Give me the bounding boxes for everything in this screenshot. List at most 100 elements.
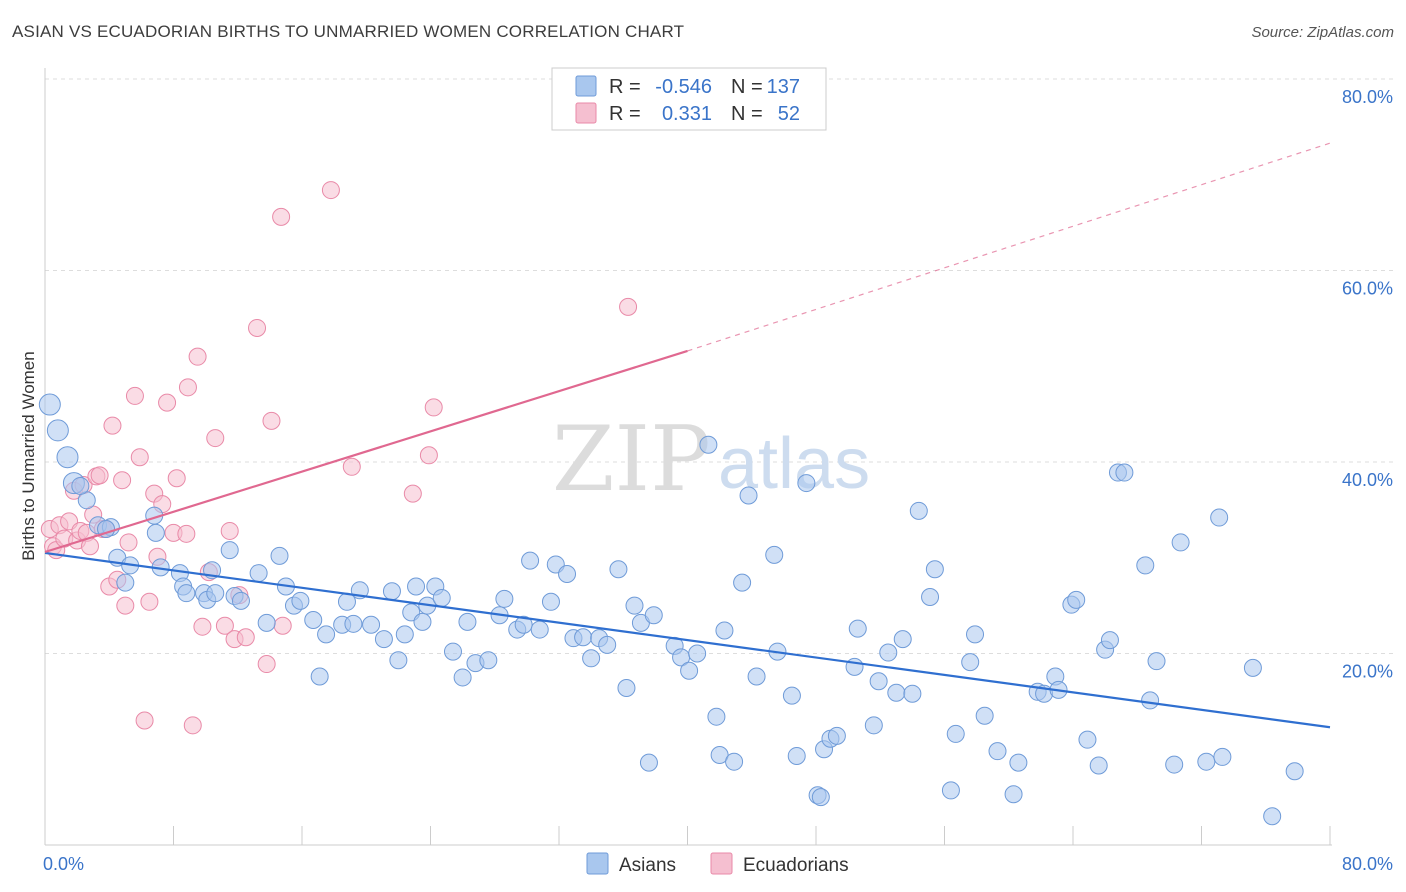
asian-point: [765, 545, 784, 564]
ecuadorian-point: [135, 711, 154, 730]
ecuadorian-point: [178, 378, 197, 397]
ecuadorians-trend-line: [44, 349, 688, 554]
asian-point: [71, 476, 90, 495]
asian-point: [725, 752, 744, 771]
asian-point: [1243, 658, 1262, 677]
ecuadorian-point: [424, 398, 443, 417]
legend-n-label-asians: N =: [731, 76, 763, 98]
asian-point: [782, 686, 801, 705]
asian-point: [1210, 508, 1229, 527]
asian-point: [925, 560, 944, 579]
y-tick-label: 60.0%: [1342, 279, 1393, 299]
asian-point: [988, 742, 1007, 761]
asian-point: [617, 678, 636, 697]
asian-point: [495, 589, 514, 608]
asian-point: [966, 625, 985, 644]
asian-point: [707, 707, 726, 726]
asians-points: [38, 393, 1304, 826]
asian-point: [344, 614, 363, 633]
series-legend: Asians Ecuadorians: [586, 852, 849, 876]
x-tick-label: 0.0%: [43, 854, 84, 874]
ecuadorian-point: [193, 617, 212, 636]
asian-point: [458, 612, 477, 631]
y-axis-label: Births to Unmarried Women: [19, 351, 38, 560]
asian-point: [787, 746, 806, 765]
asian-point: [739, 486, 758, 505]
ecuadorian-point: [215, 616, 234, 635]
axes-layer: [44, 68, 1332, 846]
asian-point: [893, 630, 912, 649]
asian-point: [688, 644, 707, 663]
asian-point: [220, 541, 239, 560]
asian-point: [362, 615, 381, 634]
ecuadorian-point: [188, 347, 207, 366]
ecuadorian-point: [403, 484, 422, 503]
asian-point: [574, 628, 593, 647]
asian-point: [1213, 747, 1232, 766]
asian-point: [1078, 730, 1097, 749]
ecuadorian-point: [206, 429, 225, 448]
asian-point: [1263, 807, 1282, 826]
y-tick-label: 20.0%: [1342, 662, 1393, 682]
ecuadorian-point: [103, 416, 122, 435]
asian-point: [407, 577, 426, 596]
series-legend-swatch-ecuadorians: [710, 852, 733, 875]
asian-point: [56, 446, 79, 469]
ecuadorian-point: [90, 466, 109, 485]
asian-point: [374, 630, 393, 649]
asian-point: [879, 643, 898, 662]
asian-point: [317, 625, 336, 644]
ecuadorian-point: [125, 386, 144, 405]
asian-point: [598, 635, 617, 654]
tick-labels: 20.0% 40.0% 60.0% 80.0% 0.0% 80.0%: [43, 87, 1393, 874]
ecuadorian-point: [113, 471, 132, 490]
asian-point: [558, 565, 577, 584]
asian-point: [625, 596, 644, 615]
y-tick-label: 40.0%: [1342, 470, 1393, 490]
asian-point: [206, 584, 225, 603]
ecuadorian-point: [419, 446, 438, 465]
asian-point: [811, 788, 830, 807]
legend-r-value-ecuadorians: 0.331: [662, 103, 712, 125]
asians-trend-line: [44, 551, 1331, 729]
asian-point: [1100, 631, 1119, 650]
asian-point: [1197, 752, 1216, 771]
asian-point: [827, 726, 846, 745]
chart-title: ASIAN VS ECUADORIAN BIRTHS TO UNMARRIED …: [12, 22, 685, 41]
legend-n-label-ecuadorians: N =: [731, 103, 763, 125]
asian-point: [1136, 556, 1155, 575]
asian-point: [909, 501, 928, 520]
asian-point: [270, 546, 289, 565]
ecuadorian-point: [158, 393, 177, 412]
ecuadorian-point: [321, 181, 340, 200]
asian-point: [249, 564, 268, 583]
asian-point: [453, 668, 472, 687]
source-label: Source: ZipAtlas.com: [1251, 24, 1394, 41]
legend-r-value-asians: -0.546: [655, 76, 712, 98]
asian-point: [382, 582, 401, 601]
asian-point: [639, 753, 658, 772]
asian-point: [443, 642, 462, 661]
asian-point: [733, 573, 752, 592]
asian-point: [1067, 590, 1086, 609]
asian-point: [582, 649, 601, 668]
series-legend-label-asians: Asians: [619, 855, 676, 876]
series-legend-swatch-asians: [586, 852, 609, 875]
asian-point: [961, 653, 980, 672]
correlation-legend: R = -0.546 N = 137 R = 0.331 N = 52: [551, 67, 827, 131]
asian-point: [146, 523, 165, 542]
asian-point: [389, 651, 408, 670]
asian-point: [797, 474, 816, 493]
asian-point: [38, 393, 61, 416]
ecuadorians-points: [40, 181, 638, 735]
ecuadorian-point: [177, 524, 196, 543]
legend-n-value-ecuadorians: 52: [778, 103, 800, 125]
asian-point: [864, 716, 883, 735]
trend-lines: [44, 142, 1331, 729]
asian-point: [1165, 755, 1184, 774]
asian-point: [46, 419, 69, 442]
asian-point: [413, 612, 432, 631]
ecuadorian-point: [273, 616, 292, 635]
legend-box: [551, 67, 827, 131]
ecuadorian-point: [257, 655, 276, 674]
